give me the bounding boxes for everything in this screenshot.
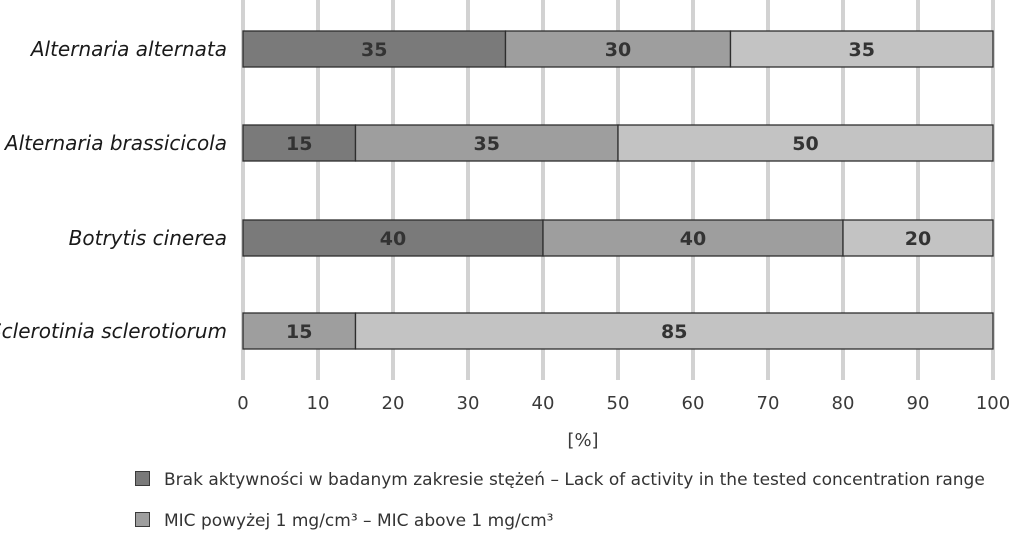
- category-label-0: Alternaria alternata: [29, 37, 227, 61]
- x-tick-label-90: 90: [907, 393, 930, 414]
- data-label-0-series-2: 35: [849, 39, 875, 61]
- bar-1-series-2: [617, 124, 994, 162]
- x-tick-label-10: 10: [307, 393, 330, 414]
- category-label-3: Sclerotinia sclerotiorum: [0, 319, 227, 343]
- bar-1-series-1: [354, 124, 619, 162]
- data-label-0-series-0: 35: [361, 39, 387, 61]
- bar-2-series-0: [242, 219, 544, 257]
- x-tick-label-30: 30: [457, 393, 480, 414]
- x-axis-title: [%]: [567, 430, 598, 451]
- data-label-0-series-1: 30: [605, 39, 631, 61]
- data-label-1-series-1: 35: [474, 133, 500, 155]
- x-tick-label-0: 0: [237, 393, 248, 414]
- data-label-3-series-2: 85: [661, 321, 687, 343]
- data-label-3-series-1: 15: [286, 321, 312, 343]
- bar-0-series-0: [242, 30, 507, 68]
- x-tick-label-100: 100: [976, 393, 1010, 414]
- data-label-2-series-1: 40: [680, 228, 706, 250]
- legend-swatch-1: [135, 511, 150, 527]
- x-tick-label-70: 70: [757, 393, 780, 414]
- category-label-2: Botrytis cinerea: [69, 226, 227, 250]
- bar-2-series-2: [842, 219, 994, 257]
- bar-0-series-1: [504, 30, 732, 68]
- x-tick-label-20: 20: [382, 393, 405, 414]
- x-tick-label-60: 60: [682, 393, 705, 414]
- legend-item-0: Brak aktywności w badanym zakresie stęże…: [135, 470, 985, 490]
- legend-label-1: MIC powyżej 1 mg/cm³ – MIC above 1 mg/cm…: [164, 511, 554, 531]
- data-label-2-series-2: 20: [905, 228, 931, 250]
- x-tick-label-80: 80: [832, 393, 855, 414]
- bar-3-series-2: [354, 312, 994, 350]
- x-tick-label-50: 50: [607, 393, 630, 414]
- legend-item-1: MIC powyżej 1 mg/cm³ – MIC above 1 mg/cm…: [135, 511, 553, 531]
- bar-1-series-0: [242, 124, 357, 162]
- bar-3-series-1: [242, 312, 357, 350]
- x-tick-label-40: 40: [532, 393, 555, 414]
- data-label-1-series-2: 50: [792, 133, 818, 155]
- bar-0-series-2: [729, 30, 994, 68]
- data-label-2-series-0: 40: [380, 228, 406, 250]
- category-label-1: Alternaria brassicicola: [3, 131, 227, 155]
- legend-label-0: Brak aktywności w badanym zakresie stęże…: [164, 470, 985, 490]
- legend-swatch-0: [135, 470, 150, 486]
- data-label-1-series-0: 15: [286, 133, 312, 155]
